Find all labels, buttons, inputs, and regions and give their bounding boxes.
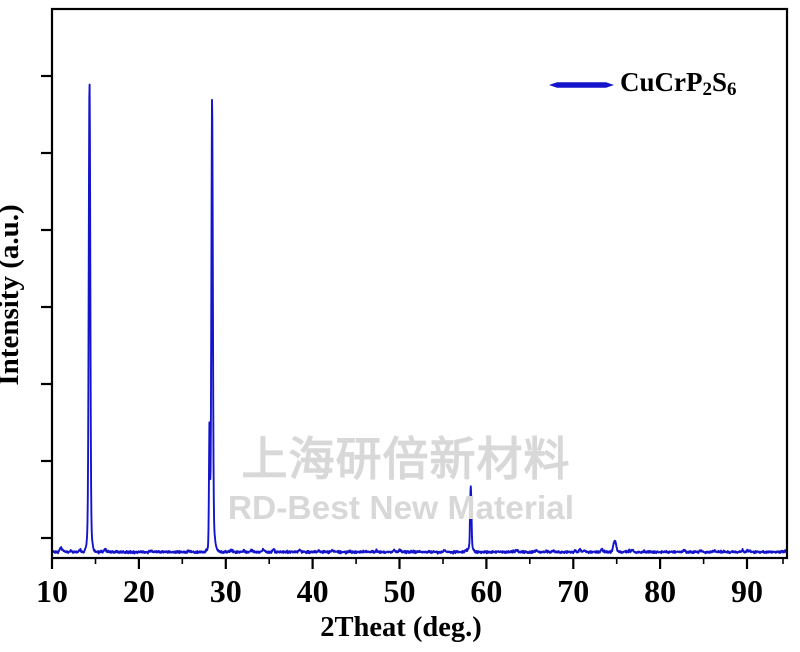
svg-text:80: 80 [644,573,676,609]
svg-text:70: 70 [557,573,589,609]
svg-text:10: 10 [36,573,68,609]
svg-text:CuCrP2S6: CuCrP2S6 [620,67,737,100]
svg-text:50: 50 [384,573,416,609]
svg-text:RD-Best New Material: RD-Best New Material [228,490,574,527]
svg-text:60: 60 [470,573,502,609]
svg-text:90: 90 [731,573,763,609]
svg-text:30: 30 [210,573,242,609]
svg-text:Intensity (a.u.): Intensity (a.u.) [0,204,25,385]
svg-text:20: 20 [123,573,155,609]
svg-text:2Theat (deg.): 2Theat (deg.) [320,612,481,643]
svg-text:40: 40 [297,573,329,609]
svg-text:上海研倍新材料: 上海研倍新材料 [242,433,571,485]
